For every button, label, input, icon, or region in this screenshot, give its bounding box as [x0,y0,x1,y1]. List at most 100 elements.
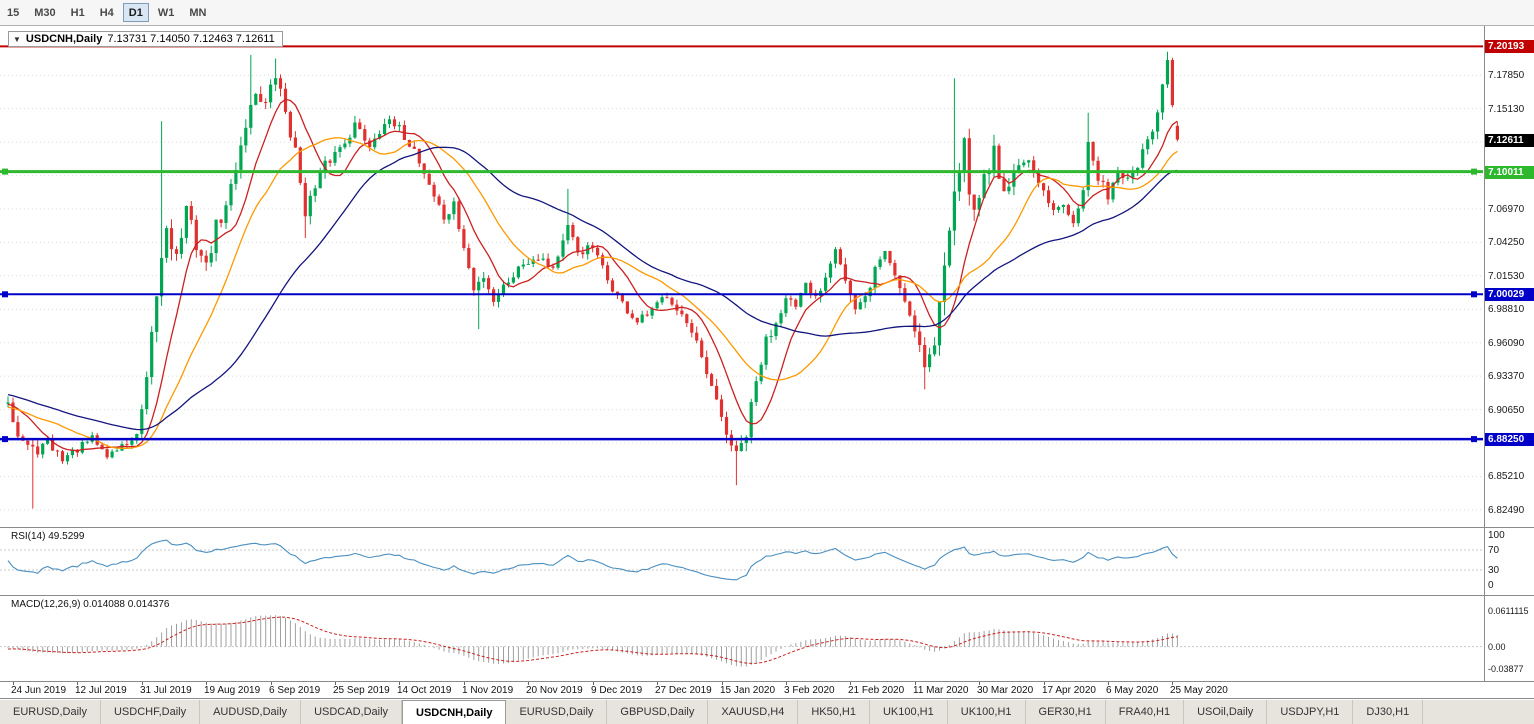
date-label: 3 Feb 2020 [784,685,835,696]
date-tick-mark [1172,682,1173,685]
chart-tab-uk100-h1[interactable]: UK100,H1 [948,700,1026,724]
main-chart-panel[interactable]: ▼ USDCNH,Daily 7.13731 7.14050 7.12463 7… [0,26,1534,528]
chart-tab-fra40-h1[interactable]: FRA40,H1 [1106,700,1185,724]
timeframe-toolbar: 15 M30 H1 H4 D1 W1 MN [0,0,1534,26]
scale-tick-label: 7.01530 [1488,270,1525,282]
date-tick-mark [399,682,400,685]
scale-tick-label: 70 [1488,545,1500,556]
rsi-plot[interactable] [0,528,1483,595]
date-label: 30 Mar 2020 [977,685,1034,696]
chart-tab-usdcnh-daily[interactable]: USDCNH,Daily [402,700,507,724]
scale-tick-label: 7.17850 [1488,70,1525,82]
rsi-scale: 100 70 30 0 [1484,528,1534,595]
current-price-badge: 7.12611 [1485,133,1534,147]
scale-tick-label: 30 [1488,565,1500,576]
chart-tab-usdjpy-h1[interactable]: USDJPY,H1 [1267,700,1354,724]
timeframe-button-w1[interactable]: W1 [157,6,175,19]
date-label: 6 Sep 2019 [269,685,321,696]
macd-label: MACD(12,26,9) 0.014088 0.014376 [11,599,170,610]
level-price-badge: 7.10011 [1485,165,1534,179]
date-tick-mark [335,682,336,685]
scale-tick-label: 6.96090 [1488,337,1525,349]
scale-tick-label: 7.15130 [1488,103,1525,115]
chart-ohlc-values: 7.13731 7.14050 7.12463 7.12611 [107,33,275,45]
time-axis[interactable]: 24 Jun 2019 12 Jul 2019 31 Jul 2019 19 Aug … [0,682,1534,699]
collapse-triangle-icon[interactable]: ▼ [13,34,21,44]
date-label: 17 Apr 2020 [1042,685,1096,696]
level-price-badge: 6.88250 [1485,433,1534,447]
scale-tick-label: 6.90650 [1488,404,1525,416]
chart-tab-xauusd-h4[interactable]: XAUUSD,H4 [708,700,799,724]
chart-tab-hk50-h1[interactable]: HK50,H1 [798,700,870,724]
scale-tick-label: 6.82490 [1488,504,1525,516]
date-label: 25 Sep 2019 [333,685,390,696]
scale-tick-label: 7.06970 [1488,203,1525,215]
chart-tab-gbpusd-daily[interactable]: GBPUSD,Daily [607,700,709,724]
price-scale[interactable]: 7.178507.151307.124107.096907.069707.042… [1484,26,1534,527]
scale-tick-label: 6.93370 [1488,371,1525,383]
date-label: 31 Jul 2019 [140,685,192,696]
scale-tick-label: -0.03877 [1488,664,1524,675]
macd-panel[interactable]: MACD(12,26,9) 0.014088 0.014376 0.061111… [0,596,1534,682]
scale-tick-label: 0 [1488,580,1494,591]
date-tick-mark [1044,682,1045,685]
date-label: 21 Feb 2020 [848,685,905,696]
chart-tab-eurusd-daily[interactable]: EURUSD,Daily [0,700,101,724]
scale-tick-label: 7.04250 [1488,237,1525,249]
date-label: 6 May 2020 [1106,685,1159,696]
timeframe-button-15[interactable]: 15 [7,6,20,19]
date-tick-mark [464,682,465,685]
date-label: 25 May 2020 [1170,685,1228,696]
date-tick-mark [786,682,787,685]
date-tick-mark [77,682,78,685]
date-tick-mark [271,682,272,685]
chart-tab-ger30-h1[interactable]: GER30,H1 [1026,700,1106,724]
chart-tabs-bar: EURUSD,Daily USDCHF,Daily AUDUSD,Daily USDC… [0,699,1534,724]
timeframe-button-mn[interactable]: MN [189,6,207,19]
scale-tick-label: 100 [1488,530,1505,541]
rsi-label: RSI(14) 49.5299 [11,531,85,542]
date-label: 14 Oct 2019 [397,685,452,696]
chart-tab-uk100-h1[interactable]: UK100,H1 [870,700,948,724]
scale-tick-label: 0.0611115 [1488,605,1529,616]
timeframe-button-m30[interactable]: M30 [34,6,56,19]
date-tick-mark [979,682,980,685]
level-price-badge: 7.00029 [1485,288,1534,302]
chart-symbol-label: USDCNH,Daily [25,33,103,45]
timeframe-button-d1[interactable]: D1 [122,3,149,22]
chart-tab-audusd-daily[interactable]: AUDUSD,Daily [200,700,302,724]
macd-scale: 0.0611115 0.00 -0.03877 [1484,596,1534,681]
date-tick-mark [593,682,594,685]
scale-tick-label: 0.00 [1488,641,1506,652]
date-tick-mark [722,682,723,685]
rsi-panel[interactable]: RSI(14) 49.5299 100 70 30 0 [0,528,1534,596]
candlestick-chart[interactable] [0,26,1483,527]
scale-tick-label: 6.85210 [1488,471,1525,483]
date-tick-mark [657,682,658,685]
level-price-badge: 7.20193 [1485,40,1534,54]
chart-tab-eurusd-daily[interactable]: EURUSD,Daily [506,700,608,724]
date-label: 1 Nov 2019 [462,685,514,696]
timeframe-button-h4[interactable]: H4 [99,6,114,19]
date-tick-mark [1108,682,1109,685]
date-label: 11 Mar 2020 [913,685,969,696]
chart-tab-dj30-h1[interactable]: DJ30,H1 [1353,700,1424,724]
date-label: 9 Dec 2019 [591,685,643,696]
chart-tab-usdchf-daily[interactable]: USDCHF,Daily [101,700,201,724]
date-tick-mark [142,682,143,685]
date-label: 19 Aug 2019 [204,685,261,696]
timeframe-button-h1[interactable]: H1 [70,6,85,19]
chart-tab-usdcad-daily[interactable]: USDCAD,Daily [301,700,403,724]
date-tick-mark [13,682,14,685]
chart-title: ▼ USDCNH,Daily 7.13731 7.14050 7.12463 7… [8,31,283,47]
macd-plot[interactable] [0,596,1483,681]
date-label: 15 Jan 2020 [720,685,776,696]
date-label: 24 Jun 2019 [11,685,67,696]
date-tick-mark [915,682,916,685]
scale-tick-label: 6.98810 [1488,304,1525,316]
date-label: 27 Dec 2019 [655,685,712,696]
date-tick-mark [850,682,851,685]
date-tick-mark [206,682,207,685]
chart-tab-usoil-daily[interactable]: USOil,Daily [1184,700,1268,724]
